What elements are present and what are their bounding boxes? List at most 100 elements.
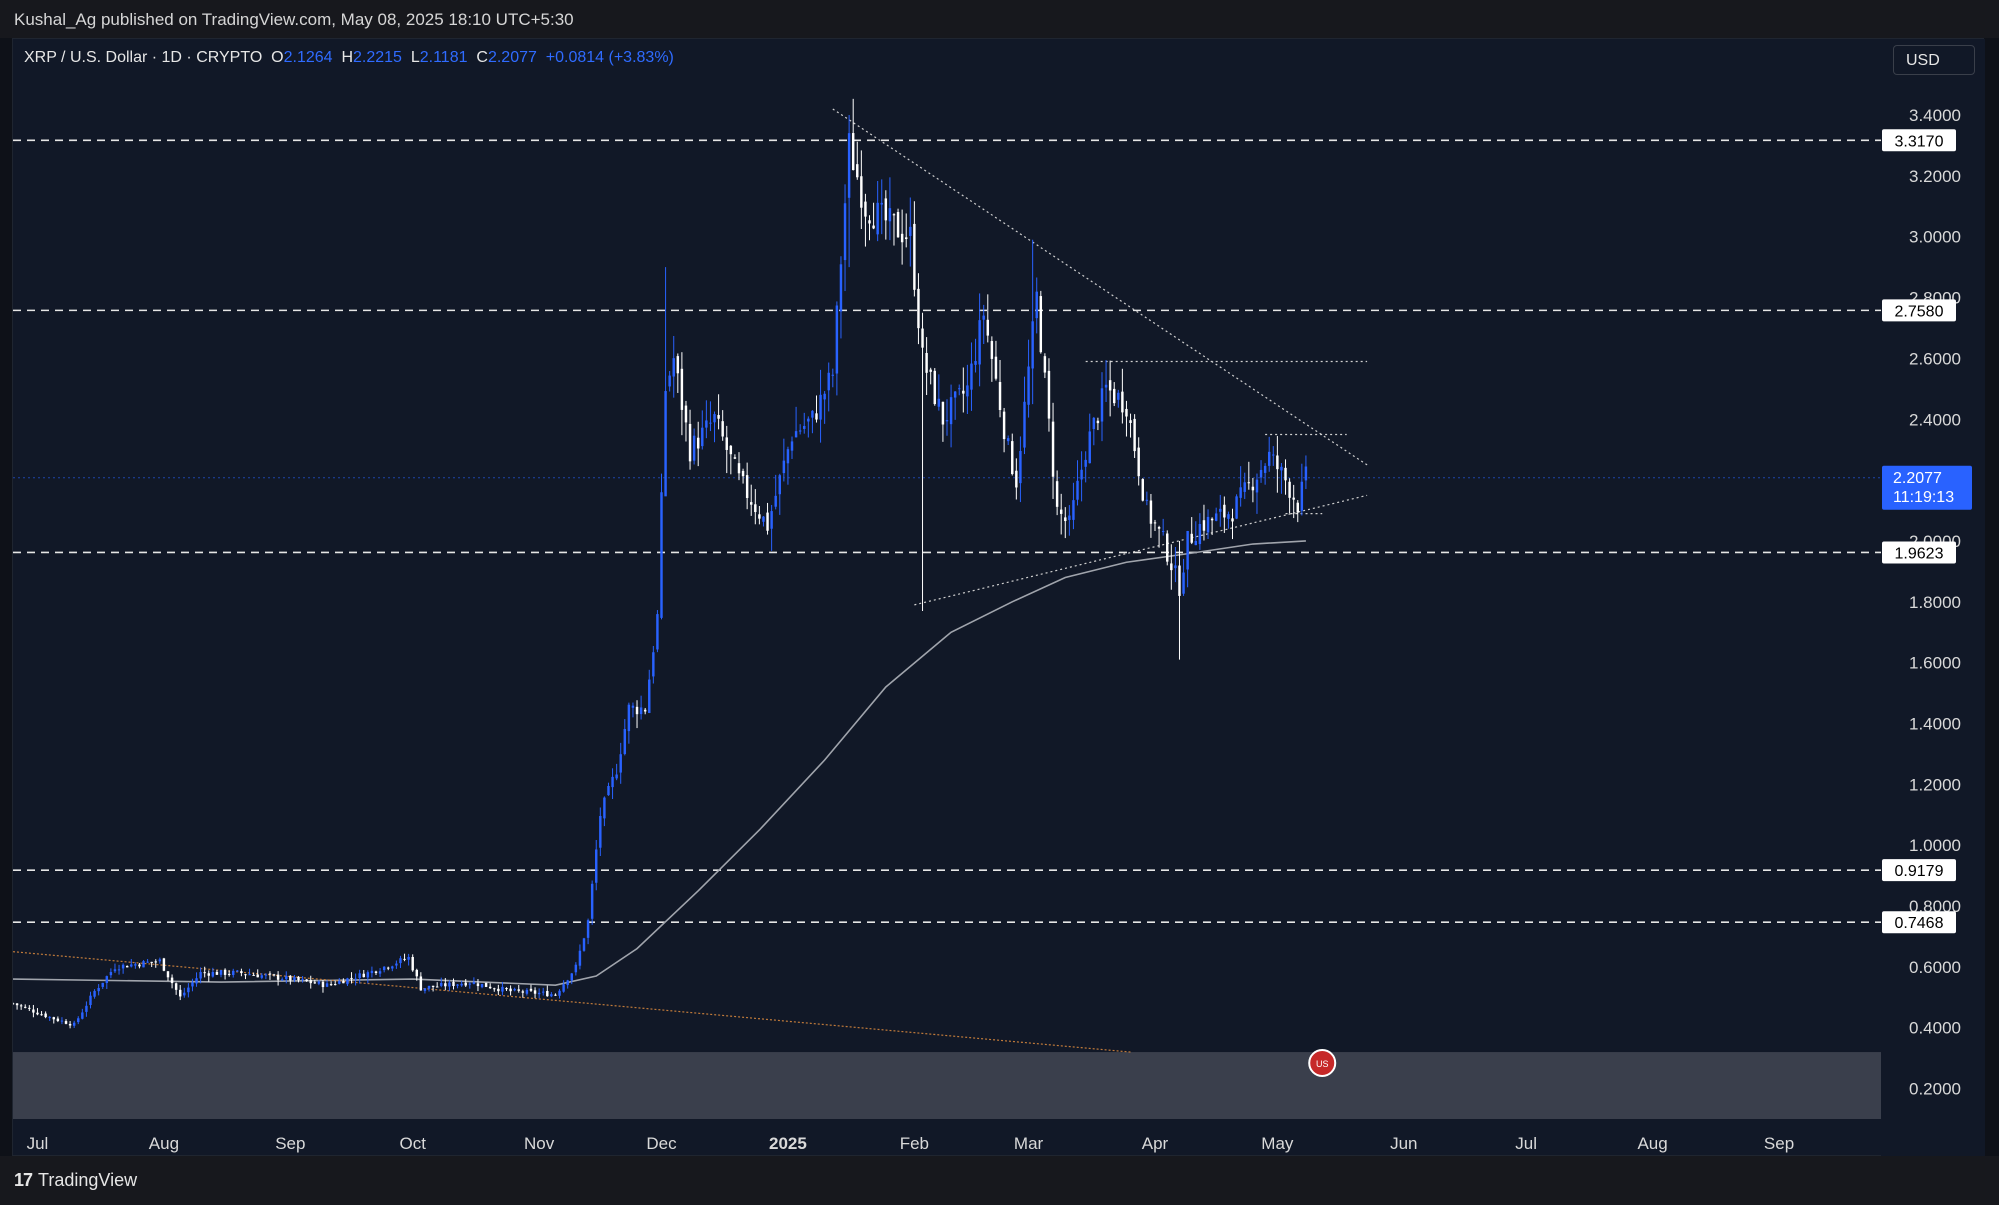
- candle-body: [1027, 366, 1030, 405]
- candle-body: [639, 707, 643, 715]
- candle-body: [925, 352, 928, 373]
- candle-body: [619, 754, 622, 773]
- candle-body: [444, 983, 447, 987]
- candle-body: [215, 971, 219, 975]
- candle-body: [692, 435, 696, 461]
- candle-body: [427, 985, 431, 989]
- candle-body: [1227, 514, 1230, 519]
- candle-body: [285, 976, 288, 980]
- price-chart[interactable]: 0.20000.40000.60000.80001.00001.20001.40…: [13, 39, 1985, 1157]
- candle-body: [236, 970, 239, 972]
- candle-body: [811, 410, 814, 418]
- close-label: C: [476, 49, 488, 66]
- candle-body: [603, 797, 606, 819]
- candle-body: [766, 512, 769, 531]
- candle-body: [725, 437, 728, 450]
- x-tick-label: Oct: [399, 1134, 426, 1153]
- high-value: 2.2215: [353, 49, 402, 66]
- candle-body: [1043, 356, 1047, 373]
- candle-body: [174, 983, 178, 990]
- candle-body: [1015, 470, 1018, 488]
- candle-body: [525, 989, 529, 994]
- x-tick-label: Dec: [646, 1134, 677, 1153]
- candle-body: [803, 425, 806, 429]
- x-tick-label: 2025: [769, 1134, 807, 1153]
- candle-body: [370, 970, 374, 974]
- candle-body: [904, 237, 908, 240]
- candle-body: [452, 981, 455, 987]
- candle-body: [464, 982, 467, 986]
- candle-body: [872, 225, 875, 229]
- candle-body: [1276, 455, 1279, 470]
- x-tick-label: Jun: [1390, 1134, 1417, 1153]
- candle-body: [1076, 480, 1079, 500]
- y-tick-label: 1.0000: [1909, 836, 1961, 855]
- candle-body: [652, 652, 655, 677]
- candle-body: [631, 705, 635, 708]
- candle-body: [1263, 465, 1267, 473]
- candle-body: [505, 987, 508, 990]
- candle-body: [346, 978, 349, 985]
- currency-button[interactable]: USD: [1893, 45, 1975, 75]
- candle-body: [89, 995, 92, 1006]
- candle-body: [1267, 451, 1271, 466]
- candle-body: [827, 372, 830, 391]
- candle-body: [207, 973, 210, 976]
- candle-body: [546, 990, 549, 997]
- candle-body: [117, 969, 121, 971]
- candle-body: [1296, 502, 1299, 513]
- candle-body: [880, 202, 883, 205]
- candle-body: [423, 988, 427, 991]
- candle-body: [1182, 572, 1185, 594]
- candle-body: [1072, 500, 1075, 520]
- candle-body: [962, 390, 965, 394]
- open-label: O: [271, 49, 284, 66]
- candle-body: [219, 970, 223, 975]
- level-tag-label: 2.7580: [1895, 303, 1944, 320]
- candle-body: [1088, 431, 1091, 464]
- candle-body: [570, 973, 573, 981]
- candle-body: [1023, 401, 1026, 448]
- chart-frame[interactable]: 0.2000 0.4000 0.6000 0.8000 1.0000 1.2000 1.40…: [12, 38, 1985, 1157]
- x-tick-label: May: [1261, 1134, 1294, 1153]
- candle-body: [1284, 467, 1287, 481]
- candle-body: [990, 341, 994, 359]
- candle-body: [260, 975, 264, 978]
- candle-body: [1145, 499, 1149, 501]
- candle-body: [794, 431, 798, 438]
- candle-body: [52, 1017, 56, 1020]
- candle-body: [807, 418, 810, 422]
- candle-body: [998, 382, 1002, 411]
- candle-body: [933, 370, 936, 405]
- candle-body: [648, 679, 651, 714]
- symbol-label[interactable]: XRP / U.S. Dollar · 1D · CRYPTO: [24, 49, 263, 66]
- candle-body: [211, 971, 215, 977]
- level-tag-label: 3.3170: [1895, 133, 1944, 150]
- candle-body: [974, 361, 977, 365]
- candle-body: [293, 976, 296, 981]
- candle-body: [856, 164, 859, 178]
- candle-body: [199, 972, 202, 979]
- candle-body: [395, 963, 398, 966]
- candle-body: [1092, 417, 1096, 430]
- candle-body: [121, 964, 125, 969]
- candle-body: [134, 964, 137, 966]
- y-tick-label: 1.6000: [1909, 654, 1961, 673]
- x-tick-label: Mar: [1014, 1134, 1044, 1153]
- candle-body: [358, 973, 361, 979]
- candle-body: [586, 920, 590, 938]
- candle-body: [1174, 565, 1177, 569]
- candle-body: [48, 1016, 51, 1018]
- candle-body: [623, 728, 627, 754]
- candle-body: [142, 961, 145, 968]
- tradingview-logo[interactable]: 17 TradingView: [14, 1170, 137, 1191]
- candle-body: [125, 965, 129, 968]
- candle-body: [407, 956, 410, 960]
- candle-body: [419, 976, 423, 991]
- candle-body: [888, 208, 892, 222]
- candle-body: [1231, 518, 1234, 522]
- tradingview-mark-icon: 17: [14, 1170, 33, 1190]
- candle-body: [754, 504, 757, 513]
- candle-body: [709, 422, 712, 424]
- candle-body: [1194, 540, 1198, 546]
